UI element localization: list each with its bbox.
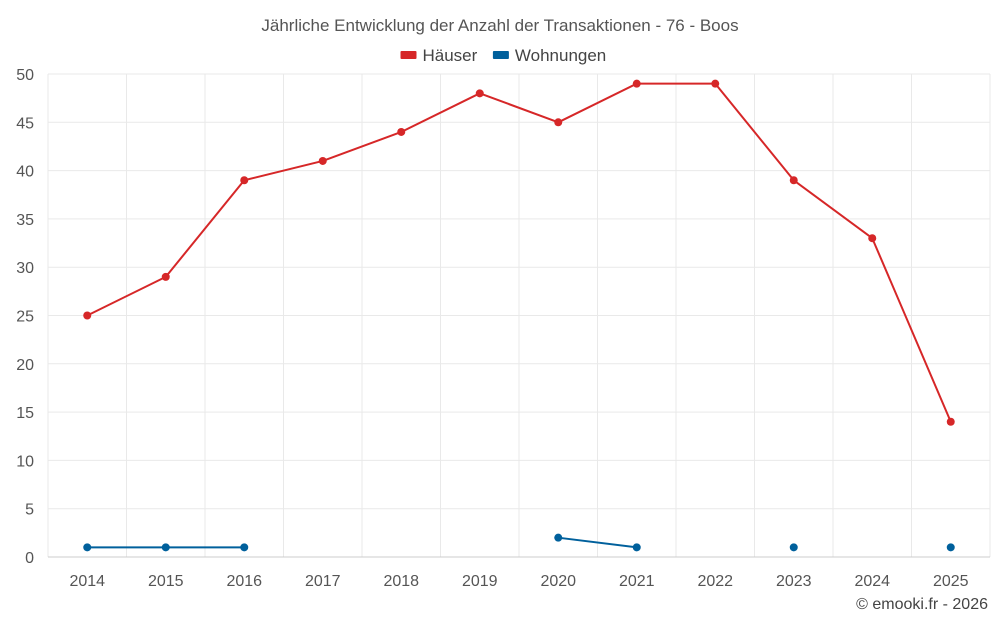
series-line-segment — [557, 536, 638, 549]
chart-title: Jährliche Entwicklung der Anzahl der Tra… — [261, 16, 738, 35]
data-point[interactable] — [161, 543, 170, 552]
credit-text: © emooki.fr - 2026 — [856, 596, 988, 613]
data-point[interactable] — [554, 533, 563, 542]
data-point[interactable] — [318, 156, 327, 165]
data-point[interactable] — [397, 127, 406, 136]
series-group — [83, 79, 955, 552]
x-tick-label: 2020 — [540, 573, 576, 590]
x-tick-label: 2017 — [305, 573, 341, 590]
legend-label: Häuser — [423, 46, 478, 65]
data-point[interactable] — [946, 417, 955, 426]
series-line-segment — [243, 159, 324, 182]
series-line-segment — [478, 92, 560, 124]
series-haeuser — [83, 79, 955, 426]
y-tick-label: 10 — [16, 453, 34, 470]
x-tick-label: 2021 — [619, 573, 655, 590]
x-tick-label: 2019 — [462, 573, 498, 590]
legend-swatch — [400, 51, 417, 59]
series-line-segment — [400, 92, 481, 133]
legend-swatch — [492, 51, 509, 59]
x-tick-label: 2024 — [854, 573, 890, 590]
x-tick-label: 2025 — [933, 573, 969, 590]
legend[interactable]: Häuser Wohnungen — [400, 46, 607, 65]
series-line-segment — [557, 82, 638, 124]
y-tick-label: 5 — [25, 502, 34, 519]
data-point[interactable] — [240, 176, 249, 185]
y-tick-label: 40 — [16, 164, 34, 181]
x-tick-label: 2015 — [148, 573, 184, 590]
y-tick-label: 20 — [16, 357, 34, 374]
data-point[interactable] — [632, 543, 641, 552]
x-tick-label: 2018 — [383, 573, 419, 590]
data-point[interactable] — [946, 543, 955, 552]
y-tick-label: 25 — [16, 309, 34, 326]
y-tick-label: 15 — [16, 405, 34, 422]
y-tick-label: 30 — [16, 260, 34, 277]
data-point[interactable] — [83, 311, 92, 320]
series-line-segment — [164, 179, 246, 278]
data-point[interactable] — [868, 234, 877, 243]
data-point[interactable] — [83, 543, 92, 552]
legend-item[interactable]: Wohnungen — [492, 46, 606, 65]
y-tick-label: 0 — [25, 550, 34, 567]
series-line-segment — [871, 237, 952, 423]
series-line-segment — [714, 82, 795, 182]
x-tick-label: 2022 — [697, 573, 733, 590]
series-line-segment — [86, 275, 167, 317]
y-tick-label: 45 — [16, 115, 34, 132]
series-wohnungen — [83, 533, 955, 552]
x-tick-label: 2023 — [776, 573, 812, 590]
y-tick-label: 50 — [16, 67, 34, 84]
data-point[interactable] — [789, 543, 798, 552]
series-line-segment — [321, 130, 403, 162]
x-tick-label: 2014 — [69, 573, 105, 590]
data-point[interactable] — [711, 79, 720, 88]
y-tick-label: 35 — [16, 212, 34, 229]
data-point[interactable] — [161, 272, 170, 281]
data-point[interactable] — [475, 89, 484, 98]
y-axis: 0 5 10 15 20 25 30 35 40 45 50 — [16, 67, 34, 567]
series-line-segment — [792, 179, 874, 240]
x-tick-label: 2016 — [226, 573, 262, 590]
legend-label: Wohnungen — [515, 46, 606, 65]
legend-item[interactable]: Häuser — [400, 46, 478, 65]
data-point[interactable] — [789, 176, 798, 185]
x-axis: 2014 2015 2016 2017 2018 2019 2020 2021 2022 2023… — [69, 573, 968, 590]
data-point[interactable] — [632, 79, 641, 88]
grid — [47, 73, 991, 558]
data-point[interactable] — [554, 118, 563, 127]
data-point[interactable] — [240, 543, 249, 552]
